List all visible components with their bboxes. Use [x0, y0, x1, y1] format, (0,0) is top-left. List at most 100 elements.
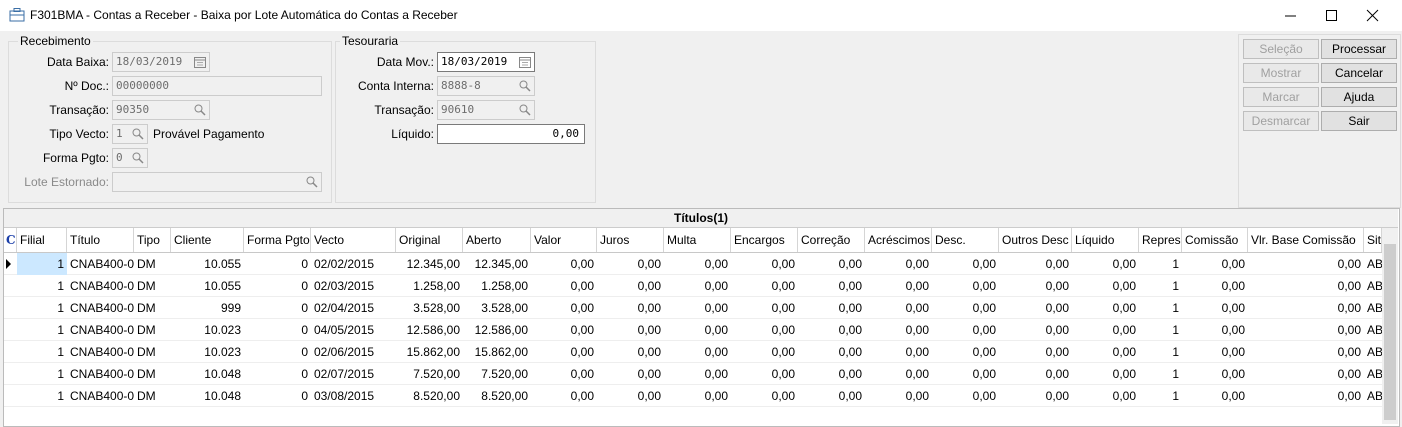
- grid-cell[interactable]: 0: [301, 389, 308, 403]
- grid-cell[interactable]: 04/05/2015: [314, 323, 375, 337]
- button[interactable]: Cancelar: [1321, 63, 1397, 83]
- grid-cell[interactable]: 0,00: [637, 301, 661, 315]
- grid-cell[interactable]: 0,00: [704, 389, 728, 403]
- grid-cell[interactable]: 0,00: [905, 257, 929, 271]
- grid-cell[interactable]: 0,00: [637, 367, 661, 381]
- text-input[interactable]: 00000000: [112, 76, 322, 96]
- grid-cell[interactable]: 1: [1172, 389, 1179, 403]
- column-header[interactable]: Outros Desc: [999, 228, 1072, 252]
- grid-cell[interactable]: 0,00: [972, 301, 996, 315]
- grid-cell[interactable]: 0,00: [1221, 367, 1245, 381]
- text-input[interactable]: 0: [112, 148, 148, 168]
- grid-cell[interactable]: 0,00: [704, 367, 728, 381]
- grid-cell[interactable]: 0: [301, 345, 308, 359]
- grid-cell[interactable]: 02/07/2015: [314, 367, 375, 381]
- grid-cell[interactable]: 0,00: [771, 345, 795, 359]
- grid-cell[interactable]: 03/08/2015: [314, 389, 375, 403]
- grid-cell[interactable]: AB: [1367, 389, 1382, 403]
- scrollbar[interactable]: [1382, 228, 1398, 424]
- column-header[interactable]: Desc.: [932, 228, 999, 252]
- grid-cell[interactable]: DM: [137, 323, 156, 337]
- grid-cell[interactable]: DM: [137, 279, 156, 293]
- grid-cell[interactable]: 1: [1172, 345, 1179, 359]
- grid-cell[interactable]: 1: [1172, 323, 1179, 337]
- grid-cell[interactable]: 0,00: [570, 279, 594, 293]
- grid-cell[interactable]: DM: [137, 345, 156, 359]
- grid-cell[interactable]: 999: [220, 301, 241, 315]
- grid-cell[interactable]: 0,00: [1337, 323, 1361, 337]
- text-input[interactable]: [112, 172, 322, 192]
- grid-cell[interactable]: AB: [1367, 367, 1382, 381]
- column-header[interactable]: Vlr. Base Comissão: [1248, 228, 1364, 252]
- grid-cell[interactable]: AB: [1367, 257, 1382, 271]
- grid-cell[interactable]: 10.055: [204, 257, 241, 271]
- grid-cell[interactable]: 0,00: [972, 345, 996, 359]
- grid-cell[interactable]: 0,00: [905, 279, 929, 293]
- grid-cell[interactable]: 10.048: [204, 367, 241, 381]
- column-header[interactable]: Acréscimos: [865, 228, 932, 252]
- grid-cell[interactable]: 0: [301, 367, 308, 381]
- grid-cell[interactable]: 0,00: [771, 323, 795, 337]
- search-icon[interactable]: [306, 176, 318, 188]
- grid-cell[interactable]: 0,00: [1045, 367, 1069, 381]
- grid-cell[interactable]: 0,00: [1045, 279, 1069, 293]
- grid-cell[interactable]: 0,00: [1045, 257, 1069, 271]
- button[interactable]: Sair: [1321, 111, 1397, 131]
- grid-cell[interactable]: 0,00: [771, 389, 795, 403]
- grid-cell[interactable]: 0,00: [972, 323, 996, 337]
- grid-cell[interactable]: 10.023: [204, 345, 241, 359]
- grid-cell[interactable]: AB: [1367, 345, 1382, 359]
- text-input[interactable]: 8888-8: [437, 76, 535, 96]
- grid-cell[interactable]: 0,00: [1045, 301, 1069, 315]
- grid-cell[interactable]: 12.345,00: [406, 257, 460, 271]
- column-header[interactable]: Forma Pgto: [244, 228, 311, 252]
- grid-cell[interactable]: 0,00: [1221, 345, 1245, 359]
- grid-cell[interactable]: 10.023: [204, 323, 241, 337]
- grid-cell[interactable]: 8.520,00: [481, 389, 528, 403]
- grid-cell[interactable]: 12.586,00: [406, 323, 460, 337]
- grid-cell[interactable]: 10.048: [204, 389, 241, 403]
- button[interactable]: Desmarcar: [1243, 111, 1319, 131]
- grid-cell[interactable]: 0,00: [838, 367, 862, 381]
- column-header[interactable]: Filial: [17, 228, 67, 252]
- grid-cell[interactable]: CNAB400-05: [70, 345, 134, 359]
- grid-cell[interactable]: 0,00: [838, 323, 862, 337]
- grid-cell[interactable]: 0,00: [637, 323, 661, 337]
- column-header[interactable]: Vecto: [311, 228, 396, 252]
- grid-cell[interactable]: 0,00: [1112, 279, 1136, 293]
- button[interactable]: Marcar: [1243, 87, 1319, 107]
- grid-cell[interactable]: 0,00: [905, 345, 929, 359]
- grid-cell[interactable]: 0,00: [1221, 323, 1245, 337]
- grid-cell[interactable]: 1: [1172, 279, 1179, 293]
- search-icon[interactable]: [194, 104, 206, 116]
- grid-cell[interactable]: 0,00: [1337, 301, 1361, 315]
- grid-cell[interactable]: 0,00: [972, 389, 996, 403]
- column-header[interactable]: Valor: [531, 228, 597, 252]
- grid-cell[interactable]: 0,00: [1112, 389, 1136, 403]
- grid-cell[interactable]: CNAB400-06: [70, 367, 134, 381]
- grid-cell[interactable]: 0,00: [1045, 389, 1069, 403]
- search-icon[interactable]: [519, 80, 531, 92]
- grid-cell[interactable]: 0,00: [1337, 279, 1361, 293]
- grid-cell[interactable]: 1: [1172, 257, 1179, 271]
- button[interactable]: Mostrar: [1243, 63, 1319, 83]
- calendar-icon[interactable]: [519, 56, 531, 68]
- grid-cell[interactable]: 0: [301, 257, 308, 271]
- grid-cell[interactable]: DM: [137, 257, 156, 271]
- grid-cell[interactable]: 0,00: [838, 279, 862, 293]
- grid-cell[interactable]: 1.258,00: [481, 279, 528, 293]
- grid-cell[interactable]: CNAB400-04: [70, 323, 134, 337]
- grid-cell[interactable]: 0,00: [1045, 345, 1069, 359]
- grid-cell[interactable]: CNAB400-01: [70, 257, 134, 271]
- button[interactable]: Seleção: [1243, 39, 1319, 59]
- column-header[interactable]: Sit: [1364, 228, 1382, 252]
- grid-cell[interactable]: 02/06/2015: [314, 345, 375, 359]
- column-header[interactable]: Encargos: [731, 228, 798, 252]
- grid-cell[interactable]: 0,00: [771, 257, 795, 271]
- grid-cell[interactable]: 0,00: [1221, 257, 1245, 271]
- grid-cell[interactable]: 0,00: [972, 367, 996, 381]
- grid-cell[interactable]: CNAB400-07: [70, 389, 134, 403]
- grid-cell[interactable]: 0: [301, 279, 308, 293]
- grid-cell[interactable]: 0,00: [1112, 301, 1136, 315]
- grid-cell[interactable]: 0,00: [838, 389, 862, 403]
